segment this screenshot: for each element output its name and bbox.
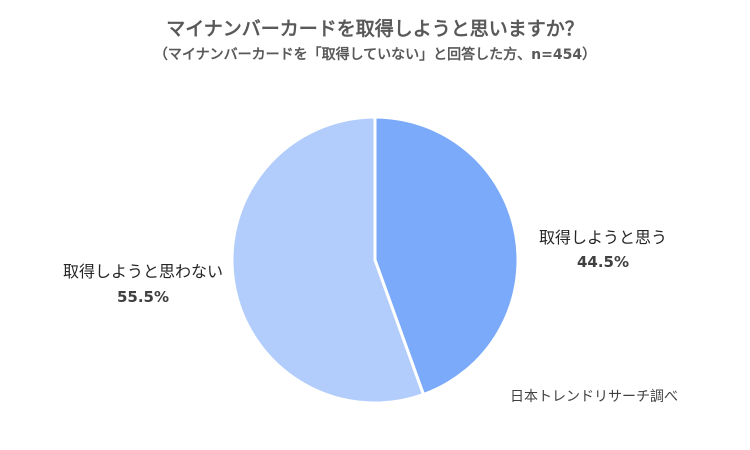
slice-value-yes: 44.5% bbox=[577, 253, 629, 271]
pie-slice-yes bbox=[373, 115, 520, 397]
slice-label-yes: 取得しようと思う bbox=[539, 228, 667, 247]
slice-value-no: 55.5% bbox=[117, 288, 169, 306]
pie-slice-no bbox=[230, 115, 425, 405]
pie-slices bbox=[230, 115, 520, 405]
source-credit: 日本トレンドリサーチ調べ bbox=[510, 389, 678, 405]
slice-label-no: 取得しようと思わない bbox=[63, 262, 223, 281]
chart-title: マイナンバーカードを取得しようと思いますか？ bbox=[166, 18, 584, 40]
chart-subtitle: （マイナンバーカードを「取得していない」と回答した方、n=454） bbox=[153, 47, 597, 63]
